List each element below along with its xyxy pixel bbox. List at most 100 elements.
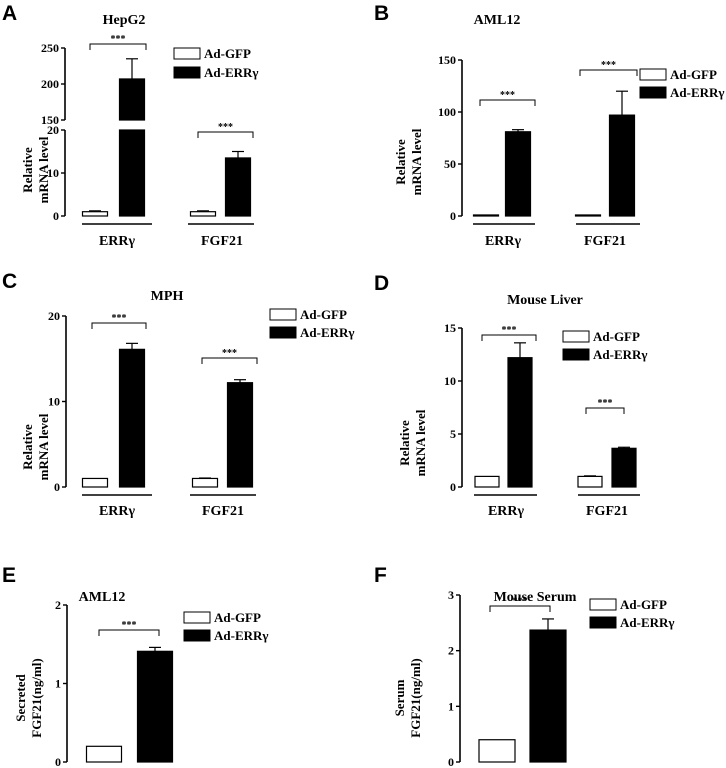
legend-label: Ad-ERRγ <box>670 85 724 100</box>
legend-swatch <box>269 308 297 321</box>
significance-bracket <box>201 357 258 364</box>
significance-label: *** <box>122 620 137 631</box>
legend-swatch <box>589 616 617 629</box>
y-tick-label: 50 <box>444 157 456 171</box>
legend-swatch <box>173 47 201 60</box>
significance-label: *** <box>601 60 616 71</box>
bar <box>608 114 636 217</box>
legend-label: Ad-ERRγ <box>214 628 268 643</box>
y-tick-label: 20 <box>48 309 60 323</box>
bar-upper-segment <box>118 78 146 121</box>
y-tick-label: 20 <box>47 123 59 137</box>
y-tick-label: 0 <box>53 209 59 223</box>
y-axis-label: Secreted FGF21(ng/ml) <box>13 658 44 737</box>
significance-label: *** <box>502 325 517 336</box>
bar <box>189 211 217 217</box>
y-tick-label: 200 <box>41 77 59 91</box>
significance-bracket <box>585 407 625 414</box>
y-tick-label: 10 <box>48 395 60 409</box>
y-tick-label: 0 <box>450 209 456 223</box>
panel-b: B AML12 Relative mRNA level 0 50 100 150 ERRγ FGF… <box>374 2 724 249</box>
y-tick-label: 3 <box>448 588 454 602</box>
category-label: ERRγ <box>488 504 525 519</box>
chart-title: MPH <box>151 289 184 304</box>
y-axis-label-line: mRNA level <box>413 409 428 476</box>
legend-label: Ad-ERRγ <box>300 325 354 340</box>
y-tick-label: 1 <box>448 699 454 713</box>
chart-title: AML12 <box>474 13 521 28</box>
y-axis-label-line: Serum <box>392 679 407 716</box>
bar <box>574 214 602 217</box>
bar <box>478 739 516 763</box>
legend-label: Ad-GFP <box>214 610 261 625</box>
legend-swatch <box>589 598 617 611</box>
bar <box>577 475 603 488</box>
y-axis-label-line: mRNA level <box>36 413 51 480</box>
significance-label: *** <box>222 348 237 359</box>
significance-bracket <box>91 322 147 329</box>
category-label: FGF21 <box>584 234 626 249</box>
y-tick-label: 150 <box>438 53 456 67</box>
bar <box>611 447 637 488</box>
y-tick-label: 0 <box>54 480 60 494</box>
y-axis-label-line: Secreted <box>13 674 28 722</box>
bar <box>529 629 567 763</box>
significance-bracket <box>98 629 160 636</box>
legend-label: Ad-GFP <box>204 46 251 61</box>
y-axis-label-line: Relative <box>20 424 35 470</box>
y-tick-label: 2 <box>448 644 454 658</box>
legend-swatch <box>173 66 201 79</box>
significance-label: *** <box>111 34 126 45</box>
legend-label: Ad-GFP <box>620 597 667 612</box>
y-axis-label: Relative mRNA level <box>393 128 424 195</box>
y-tick-label: 2 <box>55 598 61 612</box>
y-tick-label: 15 <box>444 321 456 335</box>
panel-letter: F <box>374 564 387 587</box>
legend-swatch <box>183 629 211 642</box>
bar <box>474 475 500 488</box>
legend-swatch <box>183 611 211 624</box>
legend-swatch <box>562 348 590 361</box>
panel-f: F Mouse Serum Serum FGF21(ng/ml) 0 1 2 3 *** Ad-G… <box>374 564 674 768</box>
y-axis-label-line: FGF21(ng/ml) <box>408 658 423 737</box>
significance-bracket <box>481 334 537 341</box>
y-axis-label-line: mRNA level <box>36 136 51 203</box>
category-label: FGF21 <box>201 234 243 249</box>
bar <box>507 357 533 488</box>
category-label: ERRγ <box>99 234 136 249</box>
chart-title: AML12 <box>79 590 126 605</box>
legend-swatch <box>639 86 667 99</box>
bar <box>118 129 146 217</box>
bar <box>85 745 123 763</box>
category-label: ERRγ <box>99 504 136 519</box>
significance-bracket <box>197 131 254 138</box>
category-label: ERRγ <box>485 234 522 249</box>
legend-swatch <box>562 330 590 343</box>
bar <box>472 214 500 217</box>
bar <box>81 477 109 488</box>
significance-label: *** <box>218 122 233 133</box>
significance-bracket <box>579 69 638 76</box>
bar <box>81 211 109 217</box>
legend-label: Ad-ERRγ <box>593 347 647 362</box>
bar <box>224 157 252 217</box>
y-tick-label: 10 <box>47 166 59 180</box>
bar <box>136 650 174 763</box>
significance-label: *** <box>500 90 515 101</box>
y-tick-label: 0 <box>55 755 61 768</box>
y-tick-label: 10 <box>444 374 456 388</box>
legend-label: Ad-GFP <box>670 67 717 82</box>
bar <box>118 348 146 488</box>
significance-label: *** <box>112 313 127 324</box>
significance-label: *** <box>598 398 613 409</box>
y-tick-label: 0 <box>448 755 454 768</box>
chart-title: Mouse Liver <box>507 293 583 308</box>
legend-label: Ad-GFP <box>593 329 640 344</box>
panel-letter: D <box>374 272 389 295</box>
y-tick-label: 5 <box>450 427 456 441</box>
panel-letter: C <box>2 270 17 293</box>
y-tick-label: 0 <box>450 480 456 494</box>
